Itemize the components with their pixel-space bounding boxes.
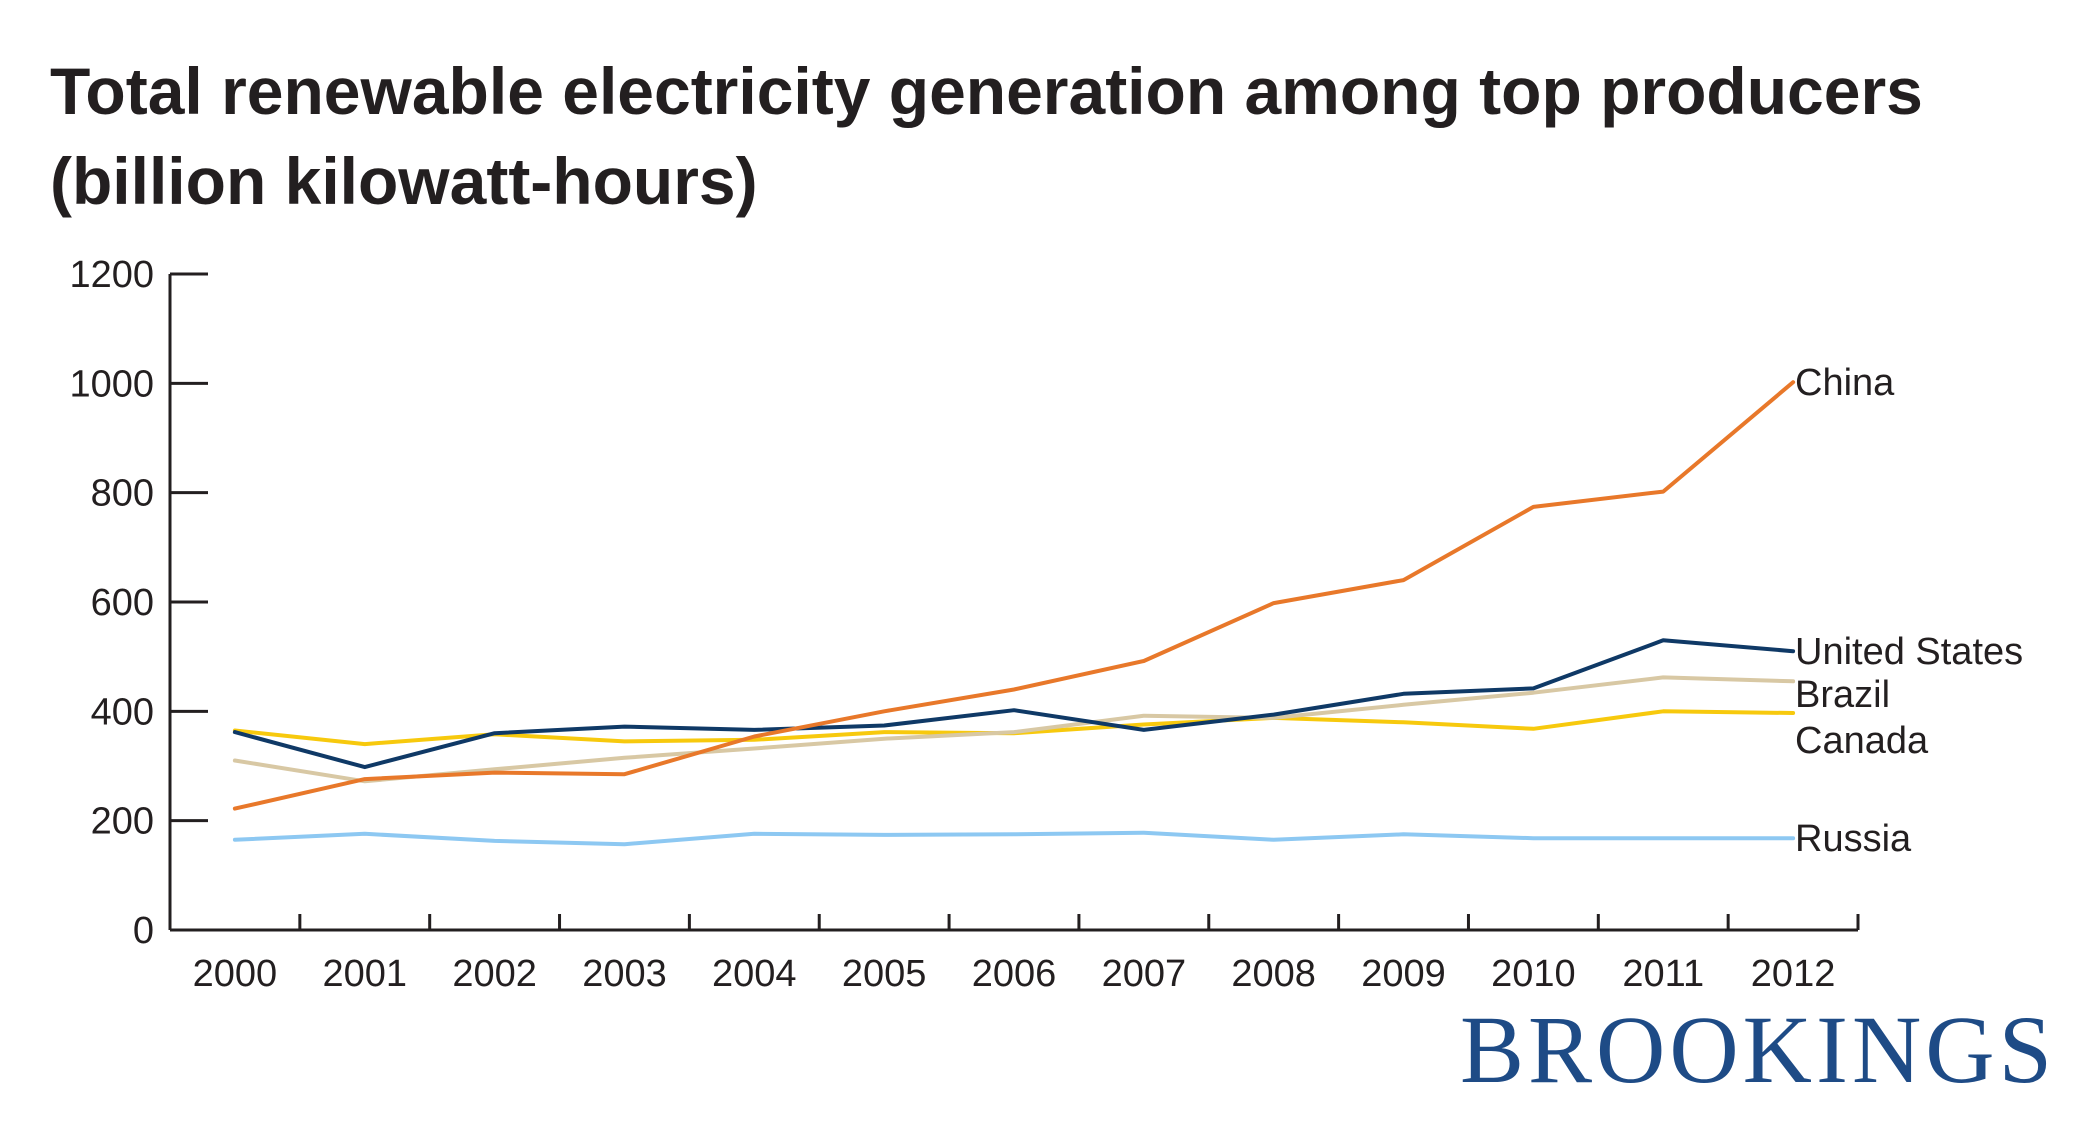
x-tick-label: 2009 bbox=[1361, 953, 1446, 995]
x-tick-label: 2005 bbox=[842, 953, 927, 995]
x-tick-label: 2002 bbox=[452, 953, 537, 995]
y-tick-label: 600 bbox=[91, 582, 154, 624]
series-line-china bbox=[232, 380, 1796, 811]
x-tick-label: 2001 bbox=[322, 953, 407, 995]
x-tick-label: 2007 bbox=[1102, 953, 1187, 995]
x-tick-label: 2011 bbox=[1622, 953, 1704, 995]
x-tick-label: 2003 bbox=[582, 953, 667, 995]
series-label-united-states: United States bbox=[1795, 631, 2023, 673]
y-tick-label: 1200 bbox=[69, 254, 154, 296]
series-line-brazil bbox=[232, 675, 1796, 784]
y-tick-label: 200 bbox=[91, 801, 154, 843]
series-label-canada: Canada bbox=[1795, 720, 1929, 762]
x-tick-label: 2000 bbox=[193, 953, 278, 995]
series-line-russia bbox=[232, 830, 1796, 847]
y-tick-label: 1000 bbox=[69, 363, 154, 405]
x-tick-label: 2012 bbox=[1751, 953, 1836, 995]
x-tick-label: 2010 bbox=[1491, 953, 1576, 995]
x-tick-label: 2008 bbox=[1231, 953, 1316, 995]
x-tick-label: 2004 bbox=[712, 953, 797, 995]
series-label-china: China bbox=[1795, 362, 1895, 404]
y-tick-label: 400 bbox=[91, 691, 154, 733]
x-tick-label: 2006 bbox=[972, 953, 1057, 995]
series-line-united-states bbox=[232, 638, 1796, 770]
chart-title: Total renewable electricity generation a… bbox=[50, 54, 1923, 218]
series-label-russia: Russia bbox=[1795, 818, 1912, 860]
brookings-logo: BROOKINGS bbox=[1459, 996, 2056, 1103]
y-tick-label: 800 bbox=[91, 473, 154, 515]
y-tick-label: 0 bbox=[133, 910, 154, 952]
series-label-brazil: Brazil bbox=[1795, 674, 1890, 716]
